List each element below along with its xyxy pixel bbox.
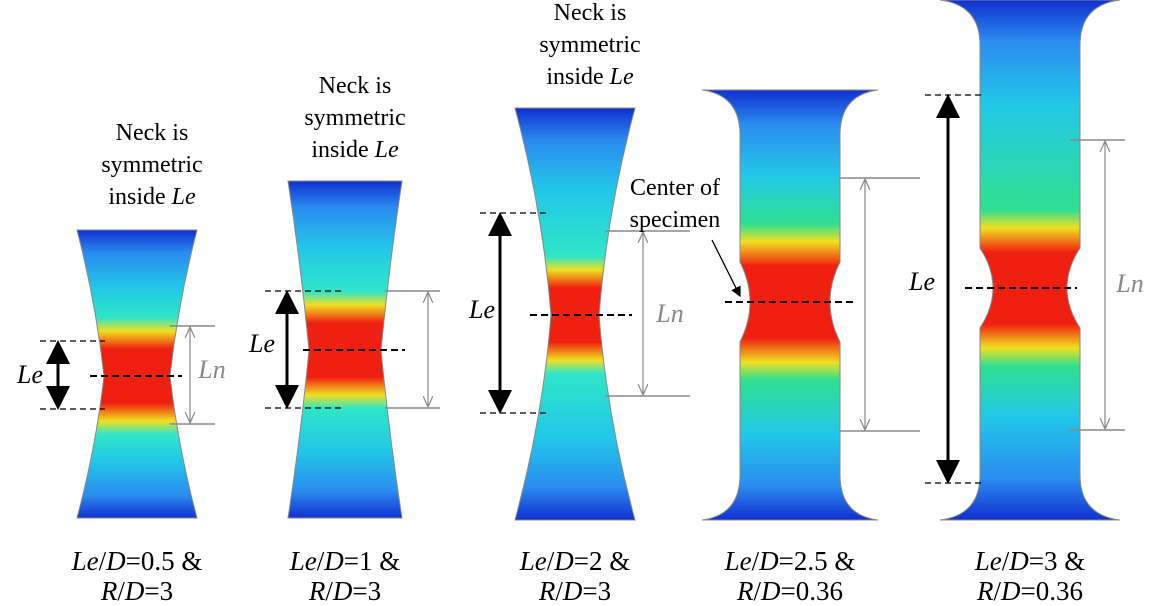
caption: Le/D=0.5 &: [71, 546, 203, 576]
le-label: Le: [248, 329, 275, 358]
le-label: Le: [908, 267, 935, 296]
caption: R/D=3: [538, 576, 611, 606]
caption: Le/D=1 &: [289, 546, 401, 576]
le-label: Le: [468, 295, 495, 324]
caption: Le/D=2 &: [519, 546, 631, 576]
caption-part: R: [308, 576, 326, 606]
caption-part: =0.36: [781, 576, 843, 606]
caption-part: R: [100, 576, 118, 606]
note-part: Le: [609, 64, 634, 90]
caption-part: D: [1008, 546, 1029, 576]
caption-part: Le: [974, 546, 1002, 576]
note-part: Neck is: [554, 0, 627, 26]
caption-part: D: [1000, 576, 1021, 606]
caption-part: D: [562, 576, 583, 606]
note: Neck is: [554, 0, 627, 26]
note-part: inside: [311, 137, 374, 163]
note: inside Le: [546, 64, 634, 90]
caption-part: D: [760, 576, 781, 606]
note: Neck is: [116, 120, 189, 146]
note: symmetric: [304, 105, 405, 131]
caption-part: D: [105, 546, 126, 576]
caption: R/D=0.36: [736, 576, 843, 606]
note-part: specimen: [630, 207, 721, 233]
note-part: inside: [546, 64, 609, 90]
note-part: inside: [108, 184, 171, 210]
caption-part: D: [124, 576, 145, 606]
note-part: Neck is: [319, 73, 392, 99]
caption-part: =3: [582, 576, 611, 606]
caption-part: =2 &: [574, 546, 630, 576]
caption-part: D: [553, 546, 574, 576]
note: Neck is: [319, 73, 392, 99]
note-part: Center of: [630, 175, 720, 201]
caption-part: Le: [724, 546, 752, 576]
caption-part: Le: [289, 546, 317, 576]
note-part: Le: [171, 184, 196, 210]
caption-part: =0.5 &: [126, 546, 203, 576]
caption: Le/D=3 &: [974, 546, 1086, 576]
caption-part: =3: [352, 576, 381, 606]
caption-part: Le: [519, 546, 547, 576]
figure: LeLnNeck issymmetricinside LeLe/D=0.5 &R…: [0, 0, 1154, 606]
ln-label: Ln: [197, 355, 225, 384]
ln-label: Ln: [1115, 269, 1143, 298]
caption-part: R: [976, 576, 994, 606]
caption-part: =0.36: [1021, 576, 1083, 606]
caption-part: =3 &: [1029, 546, 1085, 576]
note: symmetric: [101, 152, 202, 178]
caption: Le/D=2.5 &: [724, 546, 856, 576]
note-part: symmetric: [101, 152, 202, 178]
note-part: Neck is: [116, 120, 189, 146]
pointer: [712, 240, 740, 296]
caption-part: R: [736, 576, 754, 606]
note: Center of: [630, 175, 720, 201]
note-part: symmetric: [539, 32, 640, 58]
le-label: Le: [16, 360, 43, 389]
caption-part: =2.5 &: [779, 546, 856, 576]
caption: R/D=3: [308, 576, 381, 606]
caption-part: =1 &: [344, 546, 400, 576]
caption-part: D: [332, 576, 353, 606]
specimen: [702, 90, 878, 520]
note-part: Le: [374, 137, 399, 163]
note: specimen: [630, 207, 721, 233]
note-part: symmetric: [304, 105, 405, 131]
caption-part: D: [323, 546, 344, 576]
caption-part: Le: [71, 546, 99, 576]
ln-label: Ln: [655, 299, 683, 328]
specimen: [77, 230, 197, 518]
caption: R/D=0.36: [976, 576, 1083, 606]
caption-part: D: [758, 546, 779, 576]
specimen: [940, 0, 1120, 520]
caption-part: R: [538, 576, 556, 606]
caption: R/D=3: [100, 576, 173, 606]
caption-part: =3: [144, 576, 173, 606]
note: inside Le: [108, 184, 196, 210]
note: symmetric: [539, 32, 640, 58]
note: inside Le: [311, 137, 399, 163]
